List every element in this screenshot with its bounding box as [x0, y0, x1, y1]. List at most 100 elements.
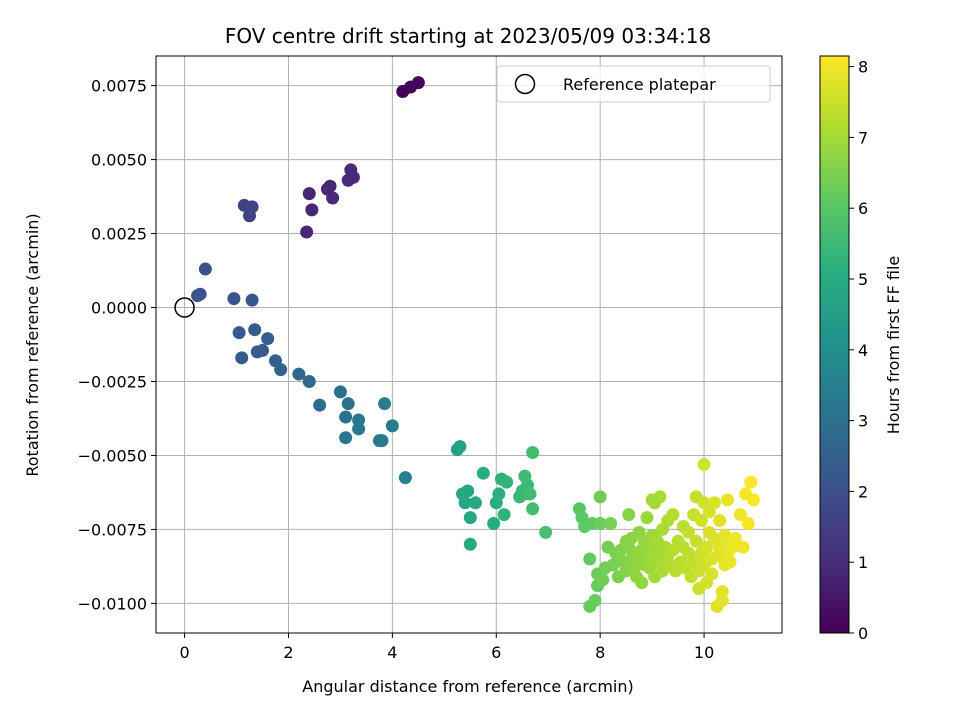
colorbar-ticks: 0 1 2 3 4 5 6 7 8	[849, 58, 868, 643]
data-point	[697, 457, 711, 471]
data-point	[339, 410, 353, 424]
data-point	[300, 225, 314, 239]
data-point	[694, 514, 708, 528]
data-points	[174, 76, 760, 613]
colorbar-tick-label: 1	[858, 553, 868, 572]
colorbar-tick-label: 6	[858, 199, 868, 218]
axes	[155, 55, 783, 634]
data-point	[487, 517, 501, 531]
y-tick-label: 0.0025	[91, 225, 147, 244]
data-point	[227, 292, 241, 306]
y-tick-label: −0.0100	[78, 594, 147, 613]
data-point	[744, 475, 758, 489]
data-point	[492, 487, 506, 501]
colorbar-tick-label: 8	[858, 58, 868, 77]
data-point	[198, 262, 212, 276]
data-point	[707, 496, 721, 510]
data-point	[588, 593, 602, 607]
data-point	[468, 496, 482, 510]
data-point	[243, 209, 257, 223]
data-point	[461, 484, 475, 498]
data-point	[526, 502, 540, 516]
data-point	[305, 203, 319, 217]
data-point	[341, 397, 355, 411]
data-point	[720, 493, 734, 507]
data-point	[736, 540, 750, 554]
y-tick-label: −0.0075	[78, 520, 147, 539]
data-point	[255, 343, 269, 357]
data-point	[339, 431, 353, 445]
data-point	[746, 493, 760, 507]
data-point	[606, 558, 620, 572]
data-point	[411, 76, 425, 90]
x-tick-label: 2	[283, 643, 293, 662]
data-point	[715, 593, 729, 607]
data-point	[733, 508, 747, 522]
data-point	[245, 293, 259, 307]
plot-frame	[155, 55, 783, 634]
y-tick-label: 0.0075	[91, 77, 147, 96]
data-point	[681, 525, 695, 539]
y-axis-title: Rotation from reference (arcmin)	[23, 213, 42, 476]
tick-labels: 0 2 4 6 8 10 −0.0100 −0.0075 −0.0050 −0.0025 0.000…	[78, 77, 715, 662]
data-point	[741, 517, 755, 531]
x-axis-title: Angular distance from reference (arcmin)	[302, 677, 633, 696]
data-point	[463, 511, 477, 525]
x-tick-label: 10	[694, 643, 714, 662]
data-point	[302, 187, 316, 201]
data-point	[593, 517, 607, 531]
colorbar-tick-label: 7	[858, 128, 868, 147]
data-point	[523, 487, 537, 501]
colorbar: 0 1 2 3 4 5 6 7 8 Hours from first FF file	[819, 55, 903, 643]
data-point	[653, 490, 667, 504]
colorbar-tick-label: 5	[858, 270, 868, 289]
data-point	[500, 475, 514, 489]
data-point	[705, 567, 719, 581]
data-point	[313, 398, 327, 412]
data-point	[232, 326, 246, 340]
colorbar-gradient	[819, 55, 850, 634]
data-point	[261, 332, 275, 346]
data-point	[713, 514, 727, 528]
data-point	[352, 422, 366, 436]
data-point	[292, 367, 306, 381]
legend: Reference platepar	[496, 65, 771, 103]
y-tick-label: −0.0050	[78, 446, 147, 465]
y-tick-label: −0.0025	[78, 372, 147, 391]
x-tick-label: 4	[387, 643, 397, 662]
colorbar-label: Hours from first FF file	[884, 256, 903, 435]
data-point	[497, 508, 511, 522]
colorbar-tick-label: 2	[858, 482, 868, 501]
x-tick-label: 8	[595, 643, 605, 662]
data-point	[689, 534, 703, 548]
x-tick-label: 6	[491, 643, 501, 662]
data-point	[583, 552, 597, 566]
data-point	[235, 351, 249, 365]
data-point	[635, 576, 649, 590]
reference-point-marker	[174, 297, 195, 318]
data-point	[526, 446, 540, 460]
data-point	[326, 191, 340, 205]
data-point	[458, 496, 472, 510]
data-point	[666, 508, 680, 522]
data-point	[539, 525, 553, 539]
data-point	[596, 573, 610, 587]
data-point	[622, 508, 636, 522]
y-tick-label: 0.0050	[91, 151, 147, 170]
data-point	[385, 419, 399, 433]
data-point	[453, 440, 467, 454]
chart-title: FOV centre drift starting at 2023/05/09 …	[225, 24, 711, 48]
data-point	[378, 397, 392, 411]
data-point	[333, 385, 347, 399]
legend-frame	[496, 65, 771, 103]
data-point	[463, 537, 477, 551]
data-point	[476, 466, 490, 480]
data-point	[346, 170, 360, 184]
data-point	[274, 363, 288, 377]
data-point	[640, 511, 654, 525]
data-point	[723, 555, 737, 569]
legend-label-reference: Reference platepar	[563, 75, 716, 94]
data-point	[593, 490, 607, 504]
data-point	[375, 434, 389, 448]
